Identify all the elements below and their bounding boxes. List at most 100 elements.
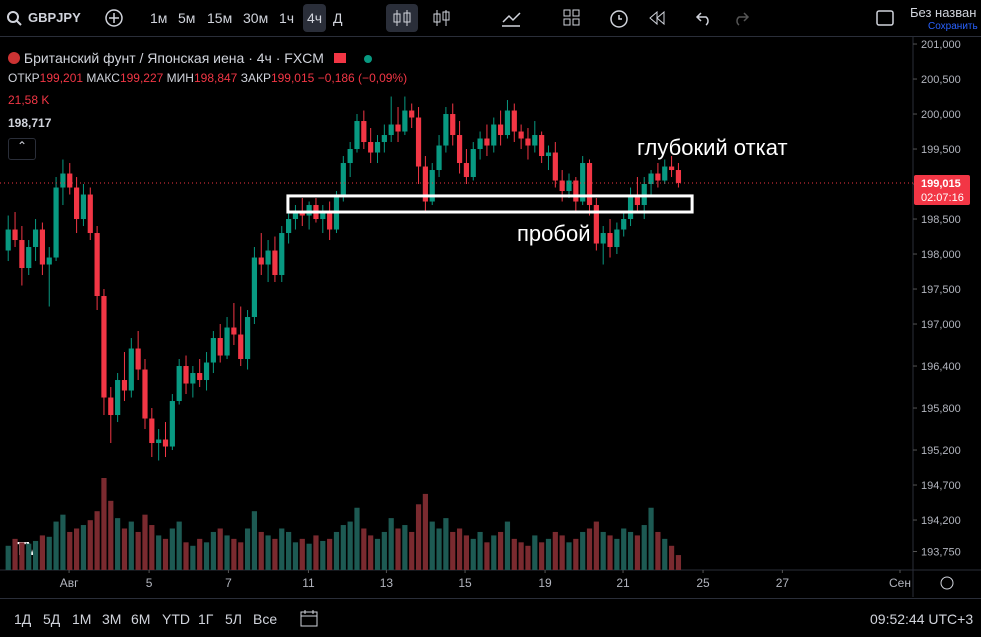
- range[interactable]: 3М: [102, 611, 122, 627]
- add-symbol[interactable]: [104, 8, 124, 28]
- volume-bar: [197, 538, 203, 570]
- candle-body: [511, 110, 517, 132]
- candle-body: [477, 138, 483, 150]
- range[interactable]: 1Д: [14, 611, 32, 627]
- interval[interactable]: 4ч: [303, 4, 327, 32]
- x-tick-label: 25: [696, 576, 710, 590]
- redo[interactable]: [732, 10, 750, 26]
- candle-body: [272, 250, 278, 276]
- volume-bar: [347, 521, 353, 570]
- x-tick-label: 11: [302, 576, 315, 590]
- interval[interactable]: Д: [333, 10, 343, 26]
- candle-body: [456, 135, 463, 164]
- candle-body: [46, 257, 52, 265]
- y-tick-label: 199,500: [921, 144, 961, 156]
- countdown: 02:07:16: [921, 192, 964, 204]
- volume-bar: [614, 538, 620, 570]
- volume-bar: [258, 531, 264, 570]
- indicators[interactable]: [500, 8, 522, 28]
- volume-bar: [374, 538, 381, 570]
- last-price: 199,015: [921, 178, 961, 190]
- candle-body: [518, 131, 524, 139]
- price-marker: 198,717: [8, 116, 52, 130]
- candle-body: [675, 170, 682, 183]
- candle-body: [354, 121, 360, 150]
- volume-bar: [586, 528, 593, 570]
- toolbar: GBPJPY 1м 5м 15м 30м 1ч 4ч Д Без назван Сохран…: [0, 0, 981, 37]
- settings-icon[interactable]: [940, 576, 954, 590]
- candle-body: [655, 173, 661, 181]
- volume-bar: [231, 538, 237, 570]
- ohlc-value: 198,847: [193, 71, 238, 85]
- volume-bar: [641, 525, 647, 570]
- range[interactable]: YTD: [162, 611, 190, 627]
- interval[interactable]: 5м: [178, 10, 196, 26]
- chart-style[interactable]: [386, 4, 418, 32]
- layout-icon[interactable]: [876, 10, 894, 26]
- undo[interactable]: [695, 10, 713, 26]
- volume-bar: [121, 528, 128, 570]
- bar-style[interactable]: [432, 8, 452, 28]
- x-tick-label: 21: [616, 576, 630, 590]
- range[interactable]: 1М: [72, 611, 92, 627]
- volume-bar: [525, 545, 531, 570]
- volume-bar: [94, 511, 100, 570]
- volume-bar: [5, 545, 11, 570]
- candle-body: [149, 418, 155, 444]
- candle-body: [176, 366, 182, 402]
- search-icon[interactable]: [6, 10, 22, 26]
- range[interactable]: 6М: [131, 611, 151, 627]
- candle-body: [436, 145, 442, 171]
- volume-bar: [675, 555, 682, 570]
- y-tick-label: 193,750: [921, 547, 961, 559]
- x-tick-label: Сен: [889, 576, 911, 590]
- volume-bar: [422, 493, 428, 570]
- range[interactable]: 5Л: [225, 611, 242, 627]
- replay[interactable]: [648, 10, 666, 26]
- volume-bar: [272, 538, 278, 570]
- candle-body: [217, 338, 223, 356]
- volume-bar: [251, 511, 258, 570]
- layout-name[interactable]: Без назван: [910, 5, 977, 20]
- save[interactable]: Сохранить: [928, 21, 978, 32]
- candle-body: [614, 229, 620, 248]
- volume-bar: [463, 535, 470, 570]
- volume-bar: [559, 535, 565, 570]
- candle-body: [409, 110, 415, 118]
- volume-bar: [436, 528, 442, 570]
- candle-body: [121, 380, 128, 391]
- volume-bar: [580, 531, 586, 570]
- interval[interactable]: 1м: [150, 10, 168, 26]
- bottom-bar: 1Д 5Д 1М 3М 6М YTD 1Г 5Л Все 09:52:44 UTC+3: [0, 598, 981, 637]
- range[interactable]: Все: [253, 611, 278, 627]
- symbol[interactable]: GBPJPY: [28, 10, 81, 25]
- volume-bar: [299, 538, 305, 570]
- range[interactable]: 5Д: [43, 611, 61, 627]
- volume-bar: [340, 525, 346, 570]
- volume-bar: [600, 531, 606, 570]
- interval[interactable]: 1ч: [279, 10, 295, 26]
- candle-body: [525, 138, 531, 146]
- volume-bar: [477, 531, 483, 570]
- volume-bar: [53, 521, 59, 570]
- volume-bar: [162, 538, 169, 570]
- ohlc-value: 199,201: [39, 71, 84, 85]
- interval[interactable]: 30м: [243, 10, 269, 26]
- alert[interactable]: [608, 7, 630, 29]
- volume-bar: [354, 507, 360, 570]
- candle-body: [484, 138, 490, 146]
- interval[interactable]: 15м: [207, 10, 233, 26]
- volume-bar: [60, 514, 66, 570]
- layouts[interactable]: [563, 9, 581, 27]
- candle-body: [580, 163, 586, 202]
- range[interactable]: 1Г: [198, 611, 214, 627]
- collapse-button[interactable]: ⌃: [8, 138, 36, 160]
- x-tick-label: 15: [458, 576, 472, 590]
- volume-bar: [128, 521, 134, 570]
- date-range-icon[interactable]: [300, 609, 318, 627]
- candle-body: [429, 170, 435, 202]
- candle-body: [197, 373, 203, 381]
- volume-bar: [415, 504, 422, 570]
- candle-body: [80, 194, 87, 220]
- volume-bar: [80, 525, 87, 570]
